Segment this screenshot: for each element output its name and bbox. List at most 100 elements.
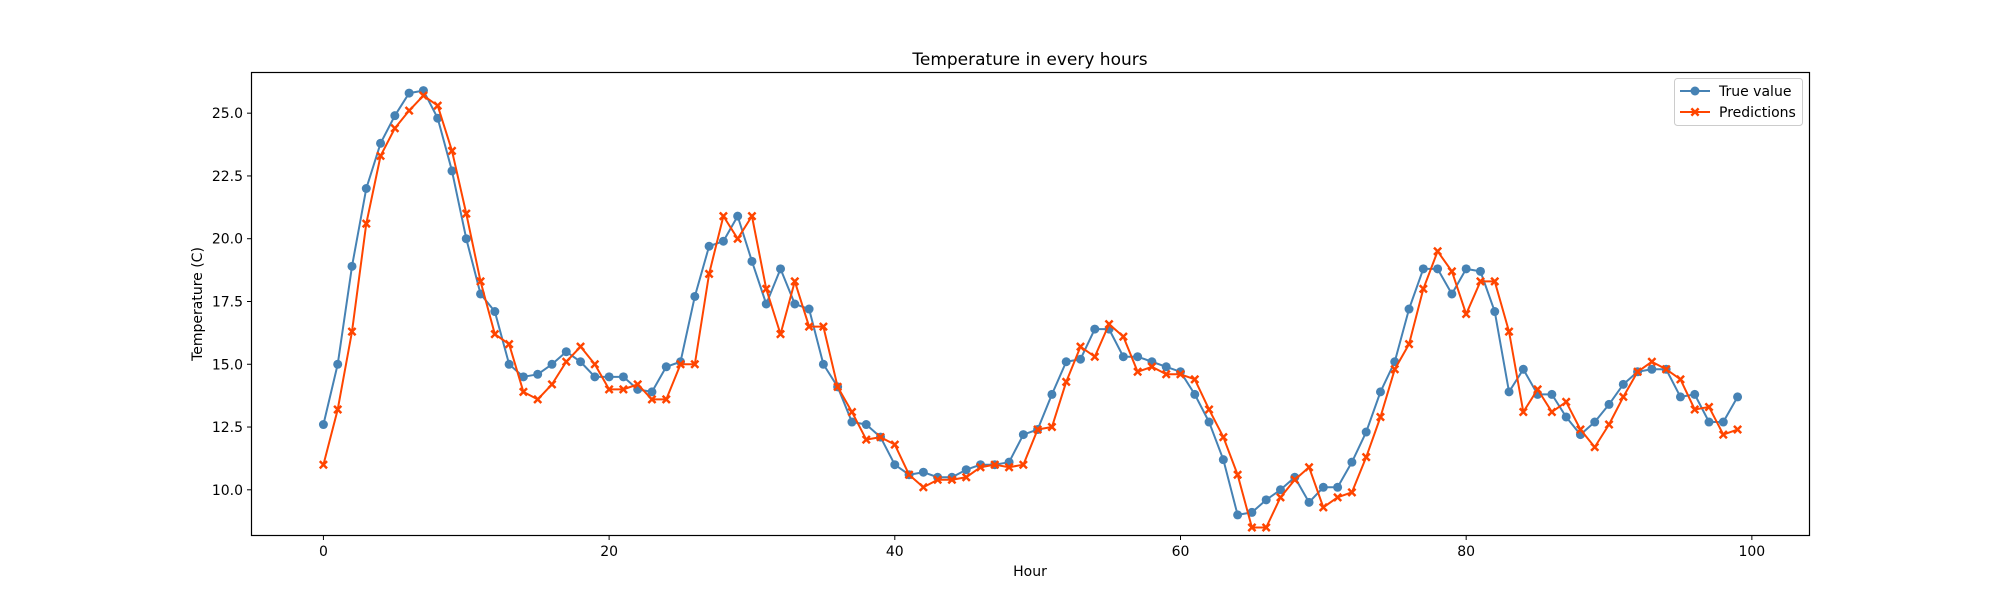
- data-point-true-value: [1590, 417, 1600, 427]
- data-point-predictions: [1133, 367, 1143, 377]
- data-point-true-value: [1290, 472, 1300, 482]
- data-point-true-value: [561, 347, 571, 357]
- data-point-predictions: [1104, 319, 1114, 329]
- x-tick-label: 20: [600, 544, 618, 560]
- data-point-true-value: [861, 420, 871, 430]
- data-point-predictions: [1418, 284, 1428, 294]
- data-point-true-value: [590, 372, 600, 382]
- x-axis-label: Hour: [1013, 564, 1047, 580]
- data-point-predictions: [1033, 425, 1043, 435]
- data-point-true-value: [1447, 289, 1457, 299]
- data-point-predictions: [361, 219, 371, 229]
- data-point-predictions: [504, 339, 514, 349]
- data-point-true-value: [776, 264, 786, 274]
- legend-marker-predictions: [1690, 107, 1700, 117]
- data-point-true-value: [1347, 457, 1357, 467]
- data-point-predictions: [804, 322, 814, 332]
- data-point-predictions: [1233, 470, 1243, 480]
- data-point-true-value: [361, 184, 371, 193]
- data-point-true-value: [847, 417, 857, 427]
- data-point-true-value: [1218, 455, 1228, 465]
- y-tick-label: 22.5: [212, 169, 243, 185]
- data-point-predictions: [976, 462, 985, 472]
- data-point-predictions: [1618, 392, 1628, 402]
- data-point-true-value: [347, 261, 357, 271]
- data-point-true-value: [1618, 379, 1628, 389]
- data-point-true-value: [1133, 352, 1143, 362]
- data-point-true-value: [1247, 507, 1257, 517]
- data-point-true-value: [390, 111, 400, 121]
- data-point-true-value: [576, 357, 586, 367]
- data-point-true-value: [1018, 430, 1028, 440]
- series-line-predictions: [322, 94, 1738, 529]
- data-point-predictions: [1218, 432, 1228, 442]
- data-point-true-value: [333, 359, 343, 369]
- data-point-true-value: [1604, 399, 1614, 409]
- data-point-true-value: [1118, 352, 1128, 362]
- data-point-predictions: [676, 359, 686, 369]
- y-tick-label: 20.0: [212, 232, 243, 248]
- data-point-true-value: [1190, 389, 1200, 399]
- data-point-predictions: [1533, 384, 1543, 394]
- data-point-predictions: [1261, 522, 1271, 532]
- data-point-true-value: [1047, 389, 1057, 399]
- data-point-true-value: [790, 299, 800, 309]
- data-point-true-value: [518, 372, 528, 382]
- data-point-true-value: [1690, 389, 1700, 399]
- data-point-predictions: [961, 472, 971, 482]
- data-point-predictions: [404, 106, 414, 116]
- data-point-predictions: [561, 357, 571, 367]
- data-point-true-value: [1204, 417, 1214, 427]
- data-point-predictions: [447, 146, 457, 156]
- data-point-predictions: [1347, 487, 1357, 497]
- y-tick-label: 17.5: [212, 294, 243, 310]
- y-tick-label: 25.0: [212, 106, 243, 122]
- data-point-predictions: [747, 211, 757, 221]
- data-point-predictions: [833, 382, 843, 392]
- data-point-true-value: [618, 372, 628, 382]
- data-point-predictions: [1275, 492, 1285, 502]
- data-point-true-value: [1233, 510, 1243, 520]
- x-tick-label: 100: [1738, 544, 1765, 560]
- data-point-true-value: [490, 307, 500, 317]
- data-point-predictions: [1733, 425, 1743, 435]
- data-point-predictions: [718, 211, 728, 221]
- data-point-predictions: [1518, 407, 1528, 417]
- data-point-predictions: [861, 435, 871, 445]
- data-point-predictions: [1018, 460, 1028, 470]
- data-point-true-value: [1518, 364, 1528, 374]
- x-tick-label: 40: [886, 544, 904, 560]
- data-point-true-value: [1418, 264, 1428, 274]
- data-point-true-value: [1075, 354, 1085, 364]
- legend: True value Predictions: [1674, 78, 1803, 126]
- data-point-predictions: [1090, 352, 1100, 362]
- data-point-predictions: [1575, 425, 1585, 435]
- data-point-predictions: [318, 460, 328, 470]
- data-point-true-value: [1333, 482, 1343, 492]
- y-tick-label: 15.0: [212, 357, 243, 373]
- data-point-true-value: [1433, 264, 1443, 274]
- data-point-true-value: [1490, 307, 1500, 317]
- data-point-true-value: [647, 387, 657, 397]
- data-point-predictions: [618, 384, 628, 394]
- data-point-true-value: [461, 234, 471, 244]
- data-point-predictions: [1475, 276, 1485, 286]
- data-point-predictions: [1661, 364, 1671, 374]
- x-axis: 0 20 40 60 80 100: [319, 535, 1765, 560]
- data-point-true-value: [1561, 412, 1571, 422]
- data-point-predictions: [1433, 246, 1443, 256]
- data-point-true-value: [1733, 392, 1743, 402]
- data-point-predictions: [933, 475, 943, 485]
- data-point-predictions: [704, 269, 714, 279]
- data-point-predictions: [1061, 377, 1071, 387]
- data-point-predictions: [918, 482, 928, 492]
- data-point-predictions: [733, 234, 743, 244]
- data-point-predictions: [1504, 327, 1514, 337]
- data-point-predictions: [1690, 404, 1700, 414]
- data-point-true-value: [1161, 362, 1171, 372]
- data-point-predictions: [1333, 492, 1343, 502]
- data-point-true-value: [690, 291, 700, 301]
- legend-label-true-value: True value: [1718, 84, 1791, 100]
- data-point-true-value: [547, 359, 557, 369]
- legend-label-predictions: Predictions: [1719, 105, 1796, 121]
